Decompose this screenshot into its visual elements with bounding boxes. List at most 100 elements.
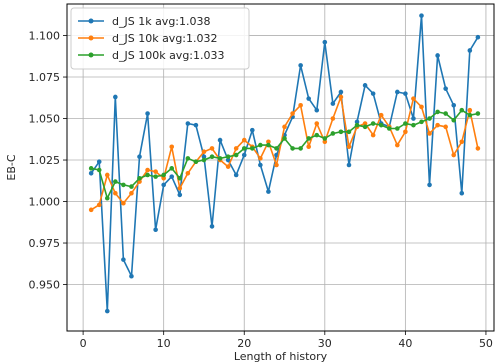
data-point	[419, 119, 424, 125]
data-point	[314, 132, 320, 138]
y-tick-label: 1.050	[29, 113, 61, 126]
data-point	[427, 131, 432, 136]
data-point	[121, 182, 126, 188]
data-point	[129, 273, 134, 279]
y-tick-label: 1.000	[29, 196, 61, 209]
data-point	[435, 109, 440, 115]
data-point	[137, 154, 142, 160]
data-point	[88, 207, 94, 213]
data-point	[250, 146, 255, 151]
data-point	[145, 167, 150, 173]
data-point	[290, 111, 295, 116]
data-point	[282, 124, 287, 130]
data-point	[475, 34, 481, 40]
x-tick-label: 20	[237, 337, 251, 350]
data-point	[177, 175, 183, 181]
data-point	[153, 227, 158, 233]
data-point	[322, 39, 328, 45]
data-point	[467, 107, 473, 113]
data-point	[241, 152, 247, 158]
data-point	[346, 162, 352, 168]
data-point	[201, 154, 207, 160]
data-point	[386, 126, 392, 131]
data-point	[395, 142, 400, 148]
data-point	[306, 136, 311, 141]
data-point	[346, 144, 352, 150]
data-point	[362, 121, 368, 126]
data-point	[104, 172, 110, 178]
data-point	[121, 257, 126, 262]
legend-entry: d_JS 10k avg:1.032	[112, 32, 218, 45]
legend-entry: d_JS 100k avg:1.033	[112, 49, 225, 62]
data-point	[370, 121, 376, 126]
data-point	[459, 139, 465, 145]
data-point	[250, 127, 255, 133]
data-point	[322, 139, 328, 145]
data-point	[113, 190, 118, 196]
data-point	[298, 146, 303, 151]
x-tick-label: 10	[157, 337, 171, 350]
data-point	[185, 171, 191, 176]
data-point	[467, 112, 473, 118]
data-point	[258, 142, 263, 148]
data-point	[193, 122, 199, 128]
data-point	[330, 101, 336, 106]
data-point	[378, 122, 384, 128]
data-point	[169, 144, 175, 150]
data-point	[395, 89, 400, 95]
data-point	[193, 159, 199, 164]
data-point	[266, 189, 271, 194]
y-axis-label: EB-C	[5, 154, 18, 180]
data-point	[185, 121, 191, 126]
data-point	[225, 157, 231, 163]
data-point	[217, 137, 223, 143]
axis-ticks: 0 10 20 30 40 50 0.950 0.975 1.000 1.025 1.050 1.07…	[29, 30, 493, 350]
data-point	[459, 107, 465, 113]
data-point	[241, 137, 247, 143]
data-point	[330, 116, 336, 121]
data-point	[169, 166, 175, 171]
data-point	[459, 190, 465, 196]
data-point	[298, 63, 303, 68]
data-point	[209, 146, 215, 151]
data-point	[177, 192, 183, 198]
legend-marker	[88, 35, 94, 41]
data-point	[346, 129, 352, 135]
data-point	[338, 129, 344, 135]
data-point	[443, 111, 448, 116]
data-point	[314, 121, 320, 126]
data-point	[467, 48, 473, 53]
x-tick-label: 50	[479, 337, 493, 350]
data-point	[121, 200, 126, 206]
data-point	[403, 121, 408, 126]
data-point	[411, 96, 416, 101]
x-axis-label: Length of history	[234, 350, 328, 363]
data-point	[145, 172, 150, 178]
data-point	[411, 122, 416, 128]
data-point	[201, 157, 207, 163]
data-point	[419, 13, 424, 18]
data-point	[233, 146, 239, 151]
data-point	[475, 111, 481, 116]
series-layer	[88, 13, 481, 314]
data-point	[274, 146, 279, 151]
legend-marker	[88, 52, 94, 58]
data-point	[475, 146, 481, 151]
data-point	[217, 156, 223, 161]
legend-entry: d_JS 1k avg:1.038	[112, 15, 211, 28]
data-point	[96, 159, 102, 164]
data-point	[161, 175, 166, 181]
data-point	[435, 53, 440, 58]
data-point	[258, 162, 263, 168]
data-point	[306, 144, 311, 150]
data-point	[137, 175, 142, 181]
x-tick-label: 0	[80, 337, 87, 350]
data-point	[370, 132, 376, 138]
legend-marker	[88, 18, 94, 24]
data-point	[266, 142, 271, 148]
data-point	[209, 154, 215, 160]
data-point	[451, 102, 457, 108]
data-point	[96, 167, 102, 173]
data-point	[298, 102, 303, 108]
